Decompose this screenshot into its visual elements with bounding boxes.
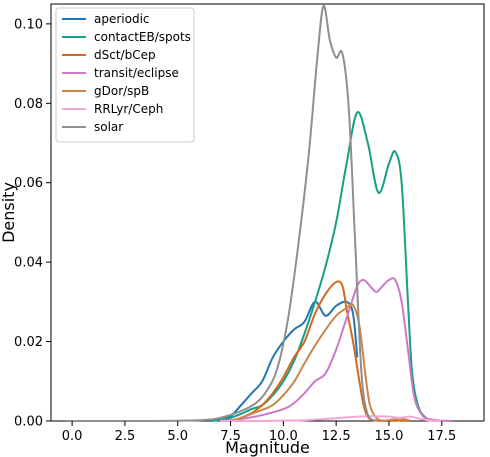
y-tick-label: 0.10 bbox=[14, 17, 43, 32]
x-tick-label: 2.5 bbox=[115, 429, 136, 444]
x-tick-label: 10.0 bbox=[269, 429, 298, 444]
series-lines bbox=[65, 4, 453, 423]
legend-label: aperiodic bbox=[94, 12, 150, 26]
x-tick-label: 5.0 bbox=[167, 429, 188, 444]
y-tick-label: 0.00 bbox=[14, 415, 43, 430]
x-tick-label: 7.5 bbox=[220, 429, 241, 444]
x-tick-label: 17.5 bbox=[427, 429, 456, 444]
legend-label: solar bbox=[94, 120, 123, 134]
y-axis-ticks: 0.00 0.02 0.04 0.06 0.08 0.10 bbox=[14, 17, 51, 430]
y-tick-label: 0.06 bbox=[14, 176, 43, 191]
x-tick-label: 12.5 bbox=[322, 429, 351, 444]
x-axis-ticks: 0.0 2.5 5.0 7.5 10.0 12.5 15.0 17.5 bbox=[62, 421, 456, 444]
legend-label: transit/eclipse bbox=[94, 66, 179, 80]
legend-items: aperiodic contactEB/spots dSct/bCep transit… bbox=[62, 12, 191, 134]
series-line-transit-eclipse bbox=[219, 277, 453, 422]
y-tick-label: 0.08 bbox=[14, 97, 43, 112]
legend-label: dSct/bCep bbox=[94, 48, 156, 62]
legend-label: contactEB/spots bbox=[94, 30, 191, 44]
legend: aperiodic contactEB/spots dSct/bCep transit… bbox=[55, 7, 195, 143]
series-line-contacteb-spots bbox=[209, 111, 436, 422]
y-axis-label: Density bbox=[0, 182, 18, 243]
legend-box bbox=[55, 7, 195, 143]
x-tick-label: 0.0 bbox=[62, 429, 83, 444]
series-line-solar bbox=[65, 4, 377, 423]
x-tick-label: 15.0 bbox=[374, 429, 403, 444]
series-line-aperiodic bbox=[209, 300, 359, 422]
y-tick-label: 0.02 bbox=[14, 335, 43, 350]
legend-label: RRLyr/Ceph bbox=[94, 102, 163, 116]
x-axis-label: Magnitude bbox=[225, 438, 310, 457]
y-tick-label: 0.04 bbox=[14, 256, 43, 271]
legend-label: gDor/spB bbox=[94, 84, 149, 98]
